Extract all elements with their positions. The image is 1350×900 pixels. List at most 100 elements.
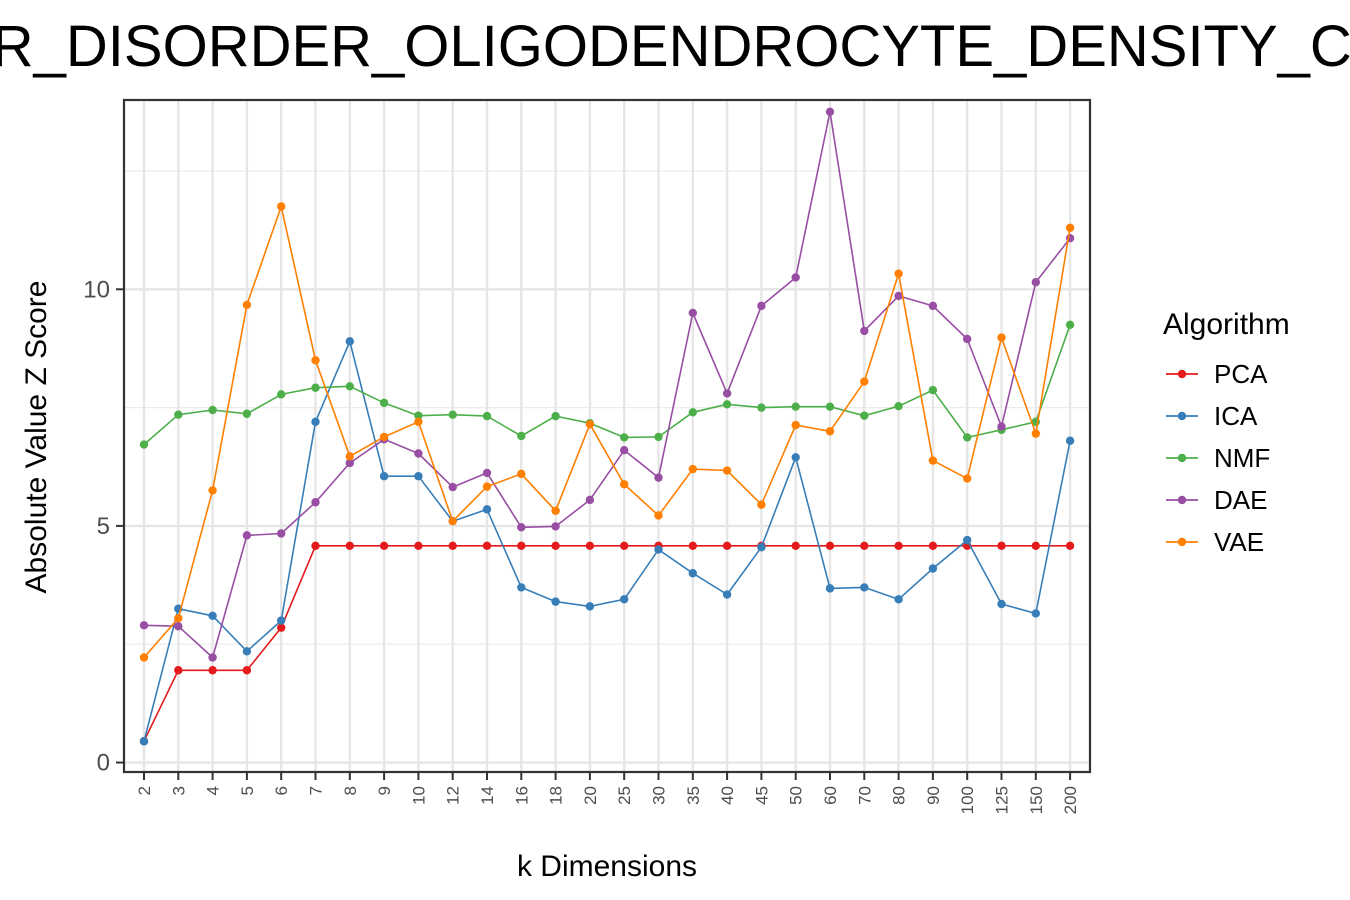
data-point-dae xyxy=(1031,277,1041,287)
series-line-nmf xyxy=(143,324,1071,446)
chart-title: AR_DISORDER_OLIGODENDROCYTE_DENSITY_CO xyxy=(0,14,1350,79)
data-point-nmf xyxy=(825,402,835,411)
data-point-nmf xyxy=(277,390,286,399)
data-point-nmf xyxy=(928,385,938,395)
data-point-vae xyxy=(997,333,1006,342)
x-tick-label: 100 xyxy=(958,786,977,814)
data-point-pca xyxy=(620,541,629,550)
legend-label-pca: PCA xyxy=(1214,359,1268,389)
data-point-ica xyxy=(928,564,938,573)
data-point-vae xyxy=(860,377,869,386)
x-tick-label: 7 xyxy=(307,786,326,795)
data-point-pca xyxy=(242,666,252,675)
data-point-dae xyxy=(654,473,663,482)
data-point-dae xyxy=(688,308,697,318)
y-tick-label: 0 xyxy=(97,750,110,777)
data-point-dae xyxy=(448,482,457,492)
data-point-dae xyxy=(620,445,629,455)
data-point-ica xyxy=(208,611,217,621)
data-point-dae xyxy=(139,621,149,630)
x-tick-label: 30 xyxy=(650,786,669,805)
data-point-dae xyxy=(311,498,320,507)
data-point-pca xyxy=(448,541,457,550)
x-tick-label: 8 xyxy=(341,786,360,795)
data-point-ica xyxy=(414,472,423,481)
data-point-pca xyxy=(414,541,423,550)
data-point-pca xyxy=(894,541,903,550)
data-point-vae xyxy=(722,466,732,475)
data-point-ica xyxy=(585,602,595,611)
data-point-ica xyxy=(551,597,560,606)
data-point-dae xyxy=(482,468,492,478)
data-point-dae xyxy=(894,291,903,301)
data-point-nmf xyxy=(757,403,766,412)
data-point-nmf xyxy=(722,400,732,409)
series-line-pca xyxy=(143,544,1071,742)
data-point-dae xyxy=(860,326,869,336)
data-point-nmf xyxy=(1065,320,1075,329)
x-tick-label: 4 xyxy=(204,786,223,795)
data-point-vae xyxy=(208,486,217,495)
data-point-pca xyxy=(1031,541,1041,550)
series-line-dae xyxy=(143,111,1071,659)
data-point-vae xyxy=(654,511,663,520)
x-tick-label: 90 xyxy=(924,786,943,805)
data-point-dae xyxy=(517,523,526,532)
data-point-vae xyxy=(551,506,560,515)
data-point-nmf xyxy=(414,411,423,420)
data-point-vae xyxy=(242,300,252,310)
data-point-pca xyxy=(174,666,183,675)
data-point-ica xyxy=(997,599,1006,609)
legend-key-point-ica xyxy=(1177,411,1187,421)
legend-label-ica: ICA xyxy=(1214,401,1258,431)
data-point-pca xyxy=(722,541,732,550)
data-point-dae xyxy=(174,622,183,631)
data-point-pca xyxy=(860,541,869,550)
x-tick-label: 50 xyxy=(787,786,806,805)
data-point-ica xyxy=(1031,609,1041,618)
data-point-nmf xyxy=(379,398,389,408)
x-tick-label: 150 xyxy=(1027,786,1046,814)
x-tick-label: 60 xyxy=(821,786,840,805)
data-point-ica xyxy=(791,453,800,462)
data-point-pca xyxy=(517,541,526,550)
data-point-nmf xyxy=(482,411,492,421)
data-point-ica xyxy=(311,417,320,427)
data-point-nmf xyxy=(963,433,972,442)
data-point-ica xyxy=(242,647,252,656)
data-point-pca xyxy=(208,666,217,675)
data-point-nmf xyxy=(654,432,663,442)
legend-key-point-nmf xyxy=(1177,453,1187,463)
data-point-ica xyxy=(722,590,732,599)
data-point-pca xyxy=(311,541,320,550)
data-point-nmf xyxy=(860,411,869,420)
legend: Algorithm PCA ICA NMF DAE VAE xyxy=(1163,308,1290,557)
data-point-vae xyxy=(345,452,354,461)
data-point-ica xyxy=(757,543,766,552)
data-point-pca xyxy=(379,541,389,550)
data-point-vae xyxy=(620,480,629,489)
data-point-vae xyxy=(928,456,938,465)
x-tick-label: 70 xyxy=(855,786,874,805)
x-tick-label: 6 xyxy=(272,786,291,795)
x-tick-label: 25 xyxy=(615,786,634,805)
data-point-dae xyxy=(997,422,1006,431)
data-point-dae xyxy=(345,458,354,468)
x-tick-label: 12 xyxy=(444,786,463,805)
data-point-pca xyxy=(277,623,286,632)
data-point-dae xyxy=(963,334,972,344)
data-point-vae xyxy=(139,653,149,662)
data-point-pca xyxy=(482,541,492,550)
series-line-vae xyxy=(143,205,1071,659)
data-point-vae xyxy=(825,427,835,436)
x-tick-label: 14 xyxy=(478,786,497,805)
data-point-nmf xyxy=(345,382,354,391)
data-point-nmf xyxy=(311,383,320,392)
x-tick-label: 45 xyxy=(752,786,771,805)
data-point-pca xyxy=(551,541,560,550)
data-point-vae xyxy=(1031,429,1041,438)
plot-border xyxy=(122,98,1092,774)
data-point-ica xyxy=(620,595,629,604)
